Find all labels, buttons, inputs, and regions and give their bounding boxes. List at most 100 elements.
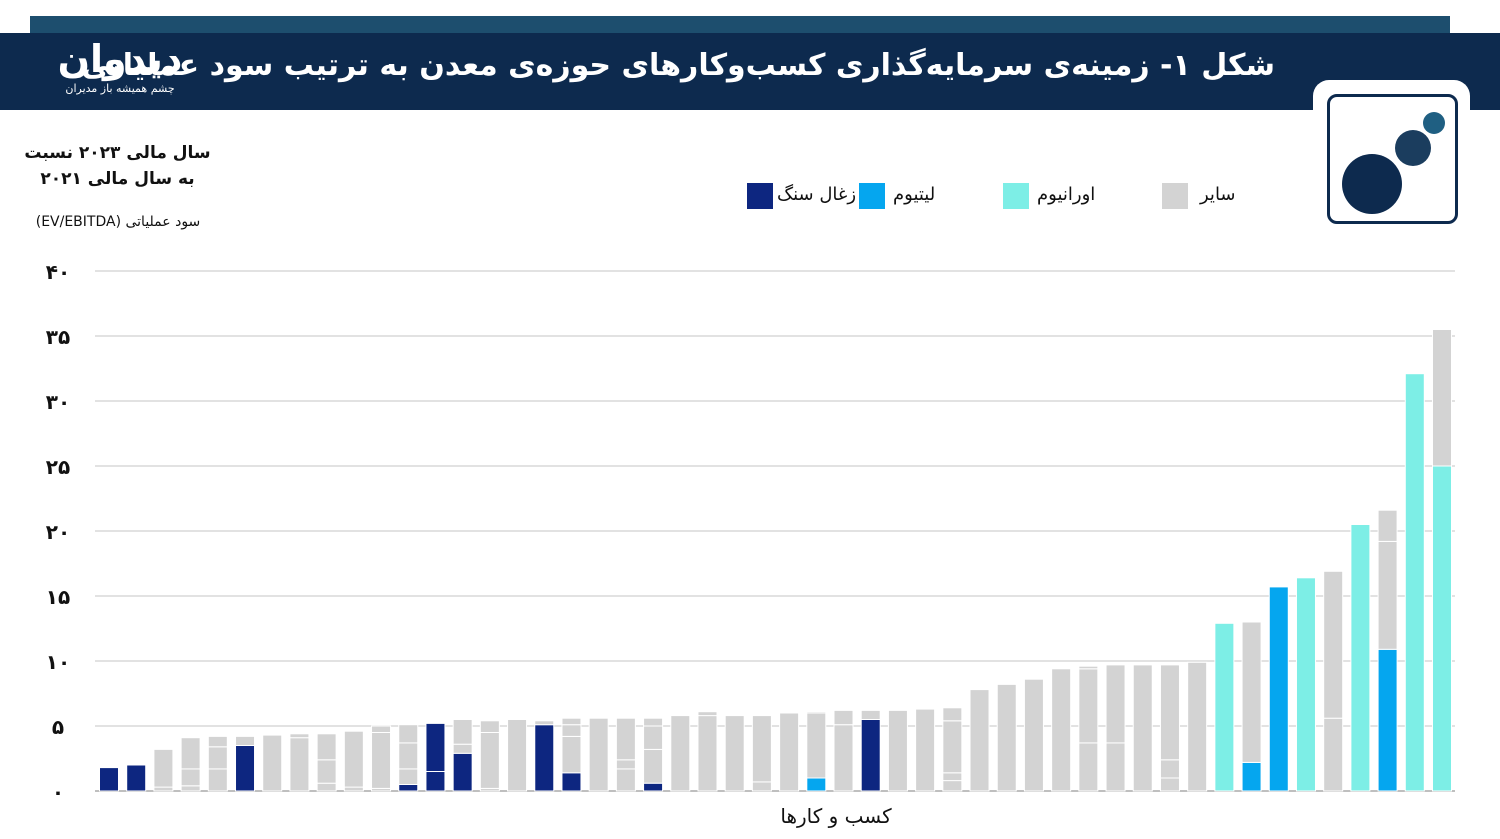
bar [207,735,228,792]
bar-segment-coal [398,784,419,792]
bar-segment-coal [99,767,119,792]
y-tick-label: ۳۵ [46,325,70,349]
bar-segment-other [561,717,582,726]
y-tick-label: ۰ [52,780,64,804]
legend-label-coal: زغال سنگ [777,184,857,205]
chart-title: شکل ۱- زمینه‌ی سرمایه‌گذاری کسب‌وکارهای … [81,48,1275,83]
bar-segment-other [942,780,963,792]
bar [343,730,364,792]
bar-segment-other [207,746,228,770]
bar-segment-other [479,720,500,733]
bar-segment-coal [425,771,446,792]
bar-segment-other [1078,665,1099,670]
bar [1078,665,1099,792]
bar-segment-lithium [1377,648,1398,792]
legend-swatch-uranium [1003,183,1029,209]
bar-segment-coal [126,764,147,792]
bar-segment-other [1159,759,1180,779]
bar-segment-other [670,715,691,792]
bar [1432,329,1452,792]
bar-segment-other [833,709,854,726]
bar-segment-other [289,733,310,739]
bar [942,707,963,792]
bar-segment-other [1159,777,1180,792]
y-axis-title: سال مالی ۲۰۲۳ نسبت به سال مالی ۲۰۲۱ [20,140,215,192]
bar [751,715,772,792]
y-tick-label: ۱۵ [46,585,70,609]
bar-segment-other [1432,329,1452,467]
bar-segment-other [942,772,963,782]
bar-segment-other [561,724,582,737]
bar [289,733,310,792]
bar-segment-other [343,786,364,792]
bar-segment-coal [643,782,664,792]
bar [1051,668,1072,792]
bar-segment-other [180,737,201,770]
bar-segment-other [942,720,963,774]
y-tick-label: ۲۵ [46,455,70,479]
y-tick-label: ۳۰ [46,390,70,414]
bar-segment-other [643,748,664,784]
y-tick-label: ۱۰ [46,650,70,674]
bar-segment-other [1323,717,1344,792]
bar-segment-other [643,725,664,750]
bar [452,719,473,792]
bar-segment-other [207,735,228,748]
bar-segment-uranium [1214,622,1235,792]
bar-segment-other [316,733,337,761]
bar [1214,622,1235,792]
bar-segment-other [969,689,990,792]
bar-segment-other [779,712,800,792]
bar-segment-other [996,683,1017,792]
bar-segment-other [398,742,419,770]
bar [507,719,528,792]
bar-segment-other [806,712,827,779]
bar-segment-other [235,735,256,747]
y-title-line-2: به سال مالی ۲۰۲۱ [40,169,195,189]
y-tick-label: ۵ [52,715,64,739]
bar-segment-other [1377,509,1398,542]
bar-segment-lithium [1241,761,1262,792]
brand-name: دیدوان [57,37,183,81]
bar-segment-other [371,732,392,789]
bar [398,724,419,792]
bar [779,712,800,792]
y-tick-label: ۲۰ [46,520,70,544]
bar-segment-other [1105,742,1126,792]
bar-segment-other [697,715,718,792]
bar [371,725,392,792]
bar [99,767,119,792]
bar [615,717,636,792]
bar-segment-other [262,734,283,792]
bar [806,711,827,792]
bar-segment-other [915,708,936,792]
bar-segment-other [1078,668,1099,744]
circles-icon [1342,112,1445,214]
bar-segment-other [398,768,419,786]
bar-segment-other [289,737,310,792]
bar [262,734,283,792]
y-title-line-1: سال مالی ۲۰۲۳ نسبت [24,143,211,163]
bar [1105,664,1126,792]
bar-segment-other [1377,540,1398,650]
bar [1404,373,1425,792]
bar-segment-other [1023,678,1044,792]
bar [1295,577,1316,792]
bar [670,715,691,792]
bar [1159,664,1180,792]
bar-segment-other [1187,661,1208,792]
bar-segment-other [1132,664,1153,792]
bar [126,764,147,792]
bar-segment-other [942,707,963,722]
bar-segment-coal [561,772,582,792]
bar-segment-other [343,730,364,788]
bar [1350,524,1371,792]
bar [1023,678,1044,792]
brand-tagline: چشم همیشه باز مدیران [65,82,175,95]
bar-segment-other [316,759,337,784]
bar-segment-other [615,717,636,761]
bar-segment-other [207,768,228,792]
bar-segment-other [724,715,745,792]
bar-segment-other [180,785,201,792]
bar [235,735,256,792]
